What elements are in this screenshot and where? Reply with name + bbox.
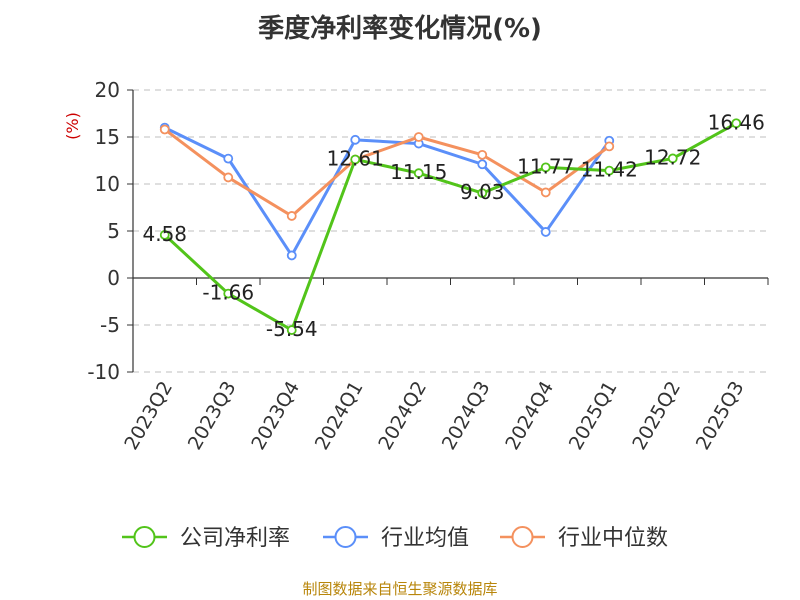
series-line: [164, 126, 611, 257]
data-point: [223, 153, 234, 164]
data-point: [604, 141, 615, 152]
data-point: [477, 149, 488, 160]
data-point: [540, 187, 551, 198]
x-tick-label: 2023Q2: [120, 378, 177, 454]
data-label: 9.03: [460, 180, 505, 204]
legend-marker: [133, 526, 156, 548]
legend-label: 行业均值: [381, 526, 469, 551]
x-tick-label: 2023Q3: [184, 378, 241, 454]
x-tick-label: 2024Q3: [438, 378, 495, 454]
x-tick-label: 2024Q1: [311, 378, 368, 454]
data-point: [223, 172, 234, 183]
data-point: [350, 134, 361, 145]
series-lines: [159, 118, 742, 335]
y-tick-label: 0: [107, 266, 120, 290]
x-tick-label: 2023Q4: [247, 378, 304, 454]
data-point: [731, 118, 742, 129]
y-tick-label: 20: [95, 78, 120, 102]
data-point: [286, 325, 297, 335]
data-label: 11.42: [581, 158, 638, 182]
data-point: [604, 165, 615, 176]
data-point: [286, 250, 297, 261]
legend: 公司净利率 行业均值 行业中位数: [122, 526, 668, 551]
data-point: [477, 188, 488, 199]
data-point: [286, 211, 297, 221]
data-label: 12.61: [327, 146, 384, 170]
data-point: [223, 288, 234, 299]
y-tick-label: -5: [100, 313, 120, 337]
data-label: 4.58: [142, 222, 187, 246]
data-label: -5.54: [266, 317, 318, 341]
grid-lines: [133, 89, 768, 373]
x-tick-label: 2024Q4: [501, 378, 558, 454]
data-point: [667, 153, 678, 164]
legend-label: 行业中位数: [558, 526, 668, 551]
data-point: [159, 124, 170, 135]
data-point: [540, 162, 551, 173]
y-tick-label: 15: [95, 125, 120, 149]
source-note: 制图数据来自恒生聚源数据库: [302, 580, 498, 598]
x-tick-label: 2025Q3: [692, 378, 749, 454]
series-line: [163, 128, 611, 218]
legend-label: 公司净利率: [180, 526, 290, 551]
y-tick-label: 5: [107, 219, 120, 243]
y-axis-label: (%): [63, 112, 82, 140]
series-line: [163, 121, 737, 332]
data-point: [159, 230, 170, 240]
data-point: [413, 168, 424, 179]
data-point: [350, 154, 361, 165]
data-point: [413, 132, 424, 142]
y-tick-label: 10: [95, 172, 120, 196]
data-point: [540, 227, 551, 237]
y-tick-label: -10: [87, 360, 120, 384]
data-label: 16.46: [708, 110, 765, 134]
data-label: 12.72: [644, 145, 701, 169]
x-tick-label: 2024Q2: [374, 378, 431, 454]
x-tick-label: 2025Q1: [565, 378, 622, 454]
data-label: 11.15: [390, 160, 447, 184]
chart-title: 季度净利率变化情况(%): [258, 14, 542, 44]
data-label: -1.66: [202, 281, 254, 305]
legend-marker: [511, 526, 534, 548]
legend-marker: [334, 526, 357, 548]
data-label: 11.77: [517, 154, 574, 178]
data-point: [477, 159, 488, 170]
x-tick-label: 2025Q2: [628, 378, 685, 454]
